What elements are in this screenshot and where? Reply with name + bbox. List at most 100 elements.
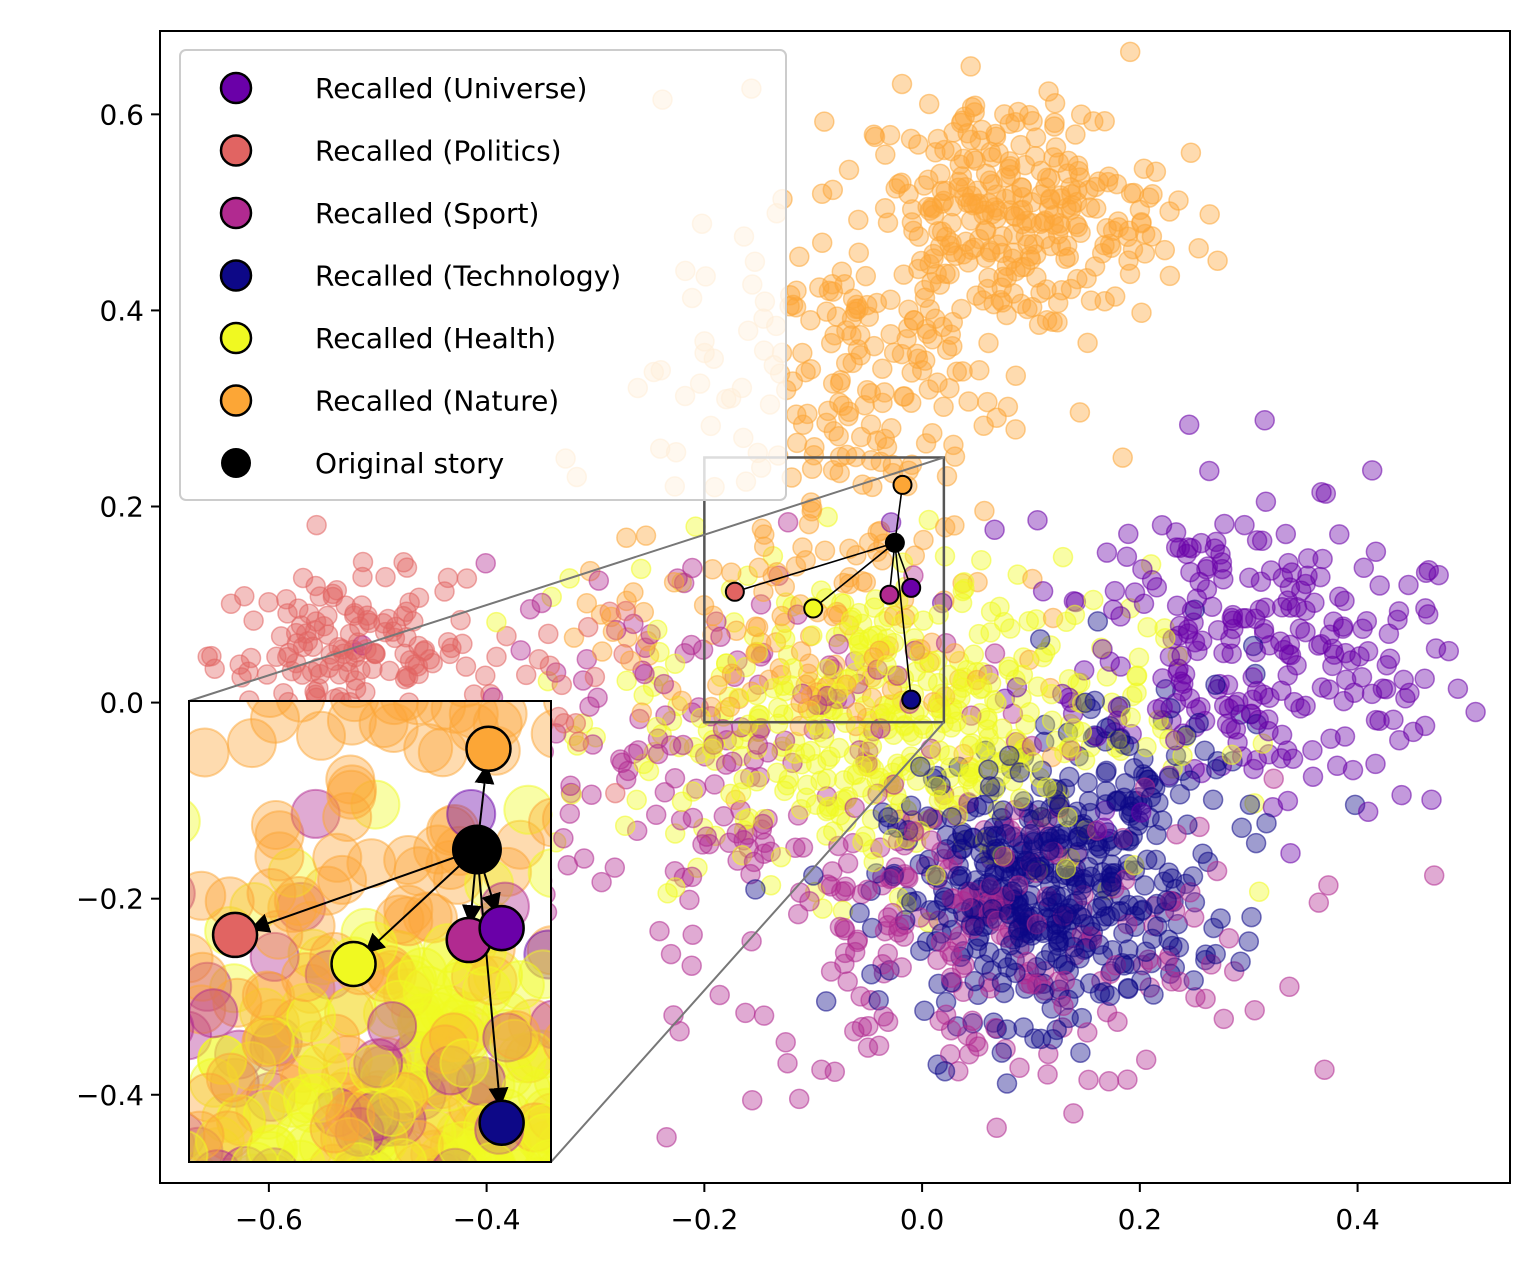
scatter-point-recalled-universe bbox=[1196, 579, 1218, 600]
scatter-point-recalled-nature bbox=[914, 279, 935, 301]
scatter-point-recalled-sport bbox=[713, 806, 735, 827]
scatter-point-recalled-health bbox=[777, 644, 799, 666]
scatter-point-recalled-politics bbox=[577, 616, 599, 638]
scatter-point-recalled-technology bbox=[1099, 985, 1121, 1007]
scatter-point-recalled-technology bbox=[1158, 767, 1180, 788]
scatter-point-recalled-sport bbox=[828, 633, 849, 655]
scatter-point-recalled-nature bbox=[1044, 92, 1066, 114]
scatter-point-recalled-health bbox=[843, 744, 865, 766]
scatter-point-recalled-universe bbox=[1199, 460, 1220, 482]
inset-scatter-point bbox=[530, 709, 551, 759]
legend-entry: Recalled (Nature) bbox=[219, 384, 559, 418]
scatter-point-recalled-universe bbox=[1006, 676, 1028, 698]
scatter-point-recalled-nature bbox=[1180, 142, 1202, 164]
scatter-point-recalled-nature bbox=[914, 287, 936, 308]
scatter-point-recalled-politics bbox=[305, 575, 326, 597]
scatter-point-recalled-nature bbox=[721, 562, 742, 583]
scatter-point-recalled-universe bbox=[1270, 748, 1292, 769]
scatter-point-recalled-health bbox=[1055, 858, 1077, 880]
scatter-point-recalled-health bbox=[833, 621, 854, 643]
legend-label: Recalled (Technology) bbox=[315, 260, 621, 293]
scatter-point-recalled-universe bbox=[1104, 580, 1126, 602]
scatter-point-recalled-sport bbox=[887, 665, 908, 686]
scatter-point-recalled-nature bbox=[753, 581, 774, 602]
scatter-point-recalled-nature bbox=[958, 391, 979, 412]
scatter-point-recalled-technology bbox=[1158, 929, 1179, 951]
plot-frame bbox=[159, 30, 1511, 1184]
scatter-point-recalled-health bbox=[1155, 627, 1176, 649]
recalled-point-universe bbox=[901, 577, 922, 598]
scatter-point-recalled-nature bbox=[901, 362, 922, 383]
inset-scatter-point bbox=[329, 701, 380, 723]
scatter-point-recalled-nature bbox=[922, 423, 943, 444]
scatter-point-recalled-health bbox=[989, 596, 1010, 618]
scatter-point-recalled-nature bbox=[874, 428, 896, 450]
scatter-point-recalled-technology bbox=[1034, 863, 1055, 885]
scatter-point-recalled-politics bbox=[220, 593, 242, 615]
scatter-point-recalled-technology bbox=[1162, 935, 1183, 957]
scatter-point-recalled-sport bbox=[664, 768, 686, 789]
scatter-point-recalled-sport bbox=[553, 827, 574, 849]
scatter-point-recalled-nature bbox=[964, 95, 986, 116]
scatter-point-recalled-technology bbox=[1118, 894, 1139, 916]
scatter-point-recalled-universe bbox=[1388, 601, 1410, 622]
scatter-point-recalled-health bbox=[731, 844, 753, 866]
scatter-point-recalled-technology bbox=[981, 874, 1002, 896]
scatter-point-recalled-nature bbox=[903, 220, 924, 242]
inset-scatter-point bbox=[302, 1193, 350, 1241]
legend-marker bbox=[219, 384, 253, 417]
scatter-point-recalled-technology bbox=[1156, 890, 1177, 911]
inset-scatter-point bbox=[503, 784, 551, 835]
inset-scatter-point bbox=[286, 992, 337, 1043]
scatter-point-recalled-health bbox=[816, 658, 837, 680]
scatter-point-recalled-nature bbox=[745, 616, 767, 637]
scatter-point-recalled-sport bbox=[939, 1044, 961, 1065]
scatter-point-recalled-universe bbox=[1361, 460, 1383, 481]
scatter-point-recalled-nature bbox=[814, 540, 836, 561]
scatter-point-recalled-nature bbox=[1094, 111, 1115, 132]
scatter-point-recalled-nature bbox=[944, 515, 965, 536]
y-axis: −0.4 −0.2 0.0 0.2 0.4 0.6 bbox=[76, 98, 160, 1112]
y-tick-label: −0.4 bbox=[76, 1079, 144, 1112]
inset-scatter-point bbox=[408, 893, 458, 944]
scatter-point-recalled-health bbox=[925, 865, 946, 886]
scatter-point-recalled-technology bbox=[877, 807, 899, 828]
inset-scatter-point bbox=[369, 1183, 417, 1231]
scatter-point-recalled-technology bbox=[1168, 936, 1190, 958]
scatter-point-recalled-sport bbox=[740, 863, 761, 885]
y-tick-label: 0.0 bbox=[99, 687, 144, 720]
scatter-point-recalled-nature bbox=[994, 104, 1015, 125]
recalled-point-politics bbox=[724, 581, 745, 602]
scatter-point-recalled-health bbox=[782, 658, 804, 679]
scatter-point-recalled-sport bbox=[653, 673, 675, 695]
scatter-point-recalled-sport bbox=[1161, 971, 1182, 992]
scatter-point-recalled-universe bbox=[1246, 530, 1268, 551]
scatter-point-recalled-nature bbox=[1058, 246, 1080, 268]
scatter-point-recalled-nature bbox=[1207, 250, 1228, 271]
legend-marker bbox=[221, 448, 251, 478]
scatter-point-recalled-nature bbox=[1012, 186, 1033, 208]
scatter-point-recalled-universe bbox=[931, 592, 953, 614]
scatter-point-recalled-sport bbox=[1107, 1011, 1128, 1033]
scatter-point-recalled-universe bbox=[1365, 541, 1387, 562]
scatter-point-recalled-nature bbox=[901, 212, 923, 233]
inset-scatter-point bbox=[558, 906, 606, 954]
scatter-point-recalled-technology bbox=[1095, 780, 1117, 802]
scatter-point-recalled-nature bbox=[963, 194, 984, 216]
scatter-point-recalled-nature bbox=[803, 444, 825, 466]
scatter-point-recalled-health bbox=[952, 677, 973, 698]
scatter-point-recalled-nature bbox=[960, 210, 982, 231]
scatter-point-recalled-politics bbox=[605, 782, 626, 804]
inset-scatter-point bbox=[545, 1097, 551, 1130]
scatter-points bbox=[197, 41, 1486, 1148]
original-story-point bbox=[884, 532, 905, 553]
scatter-point-recalled-nature bbox=[829, 462, 850, 484]
scatter-point-recalled-health bbox=[772, 675, 794, 696]
scatter-point-recalled-politics bbox=[359, 612, 381, 634]
scatter-point-recalled-technology bbox=[1096, 760, 1117, 782]
scatter-point-recalled-nature bbox=[823, 421, 845, 442]
scatter-point-recalled-universe bbox=[1092, 638, 1113, 660]
scatter-point-recalled-nature bbox=[1014, 154, 1036, 176]
scatter-point-recalled-technology bbox=[1147, 916, 1168, 937]
inset-scatter-point bbox=[178, 1169, 226, 1217]
